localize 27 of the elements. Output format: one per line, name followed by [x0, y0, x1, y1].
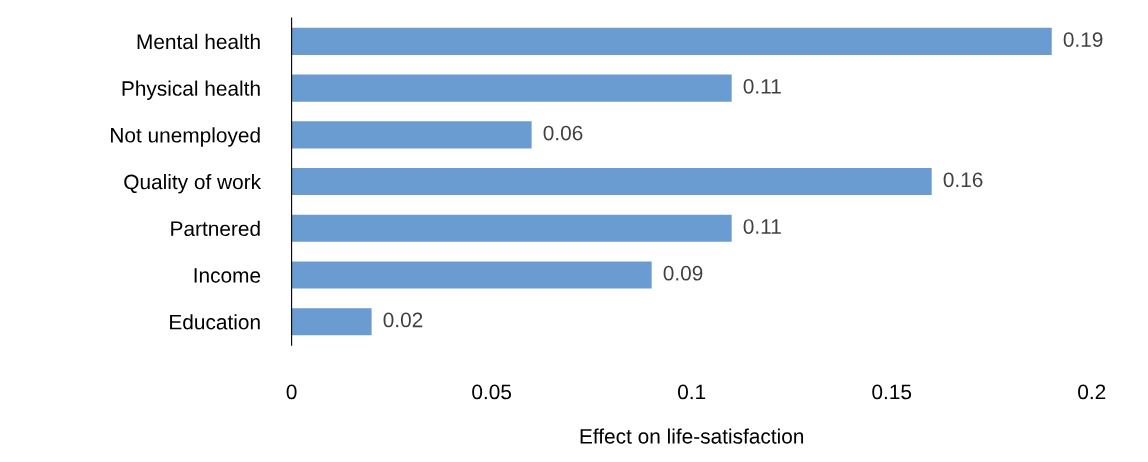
y-tick-label: Mental health — [137, 33, 260, 50]
x-tick-label: 0.2 — [1078, 384, 1106, 400]
data-label: 0.09 — [663, 265, 703, 281]
data-label: 0.16 — [943, 172, 983, 188]
x-tick-label: 0.15 — [872, 384, 912, 400]
x-tick-label: 0.1 — [678, 384, 706, 400]
data-label: 0.11 — [743, 78, 781, 94]
bar — [291, 261, 652, 289]
bar — [291, 121, 532, 149]
bar — [291, 214, 732, 242]
bar — [291, 168, 932, 196]
data-label: 0.11 — [743, 219, 781, 234]
x-tick-label: 0.05 — [472, 384, 512, 400]
y-tick-label: Partnered — [171, 220, 260, 237]
y-tick-label: Quality of work — [124, 174, 262, 194]
bar — [291, 27, 1052, 55]
y-tick-label: Not unemployed — [111, 127, 260, 147]
x-tick-label: 0 — [286, 384, 297, 400]
bar — [291, 308, 372, 336]
y-tick-label: Physical health — [122, 80, 260, 100]
x-axis-title: Effect on life-satisfaction — [580, 428, 804, 444]
data-label: 0.19 — [1063, 32, 1103, 47]
data-label: 0.06 — [543, 125, 583, 141]
y-tick-label: Income — [194, 268, 261, 283]
y-tick-label: Education — [170, 314, 260, 330]
data-label: 0.02 — [383, 312, 423, 328]
bar — [291, 74, 732, 102]
